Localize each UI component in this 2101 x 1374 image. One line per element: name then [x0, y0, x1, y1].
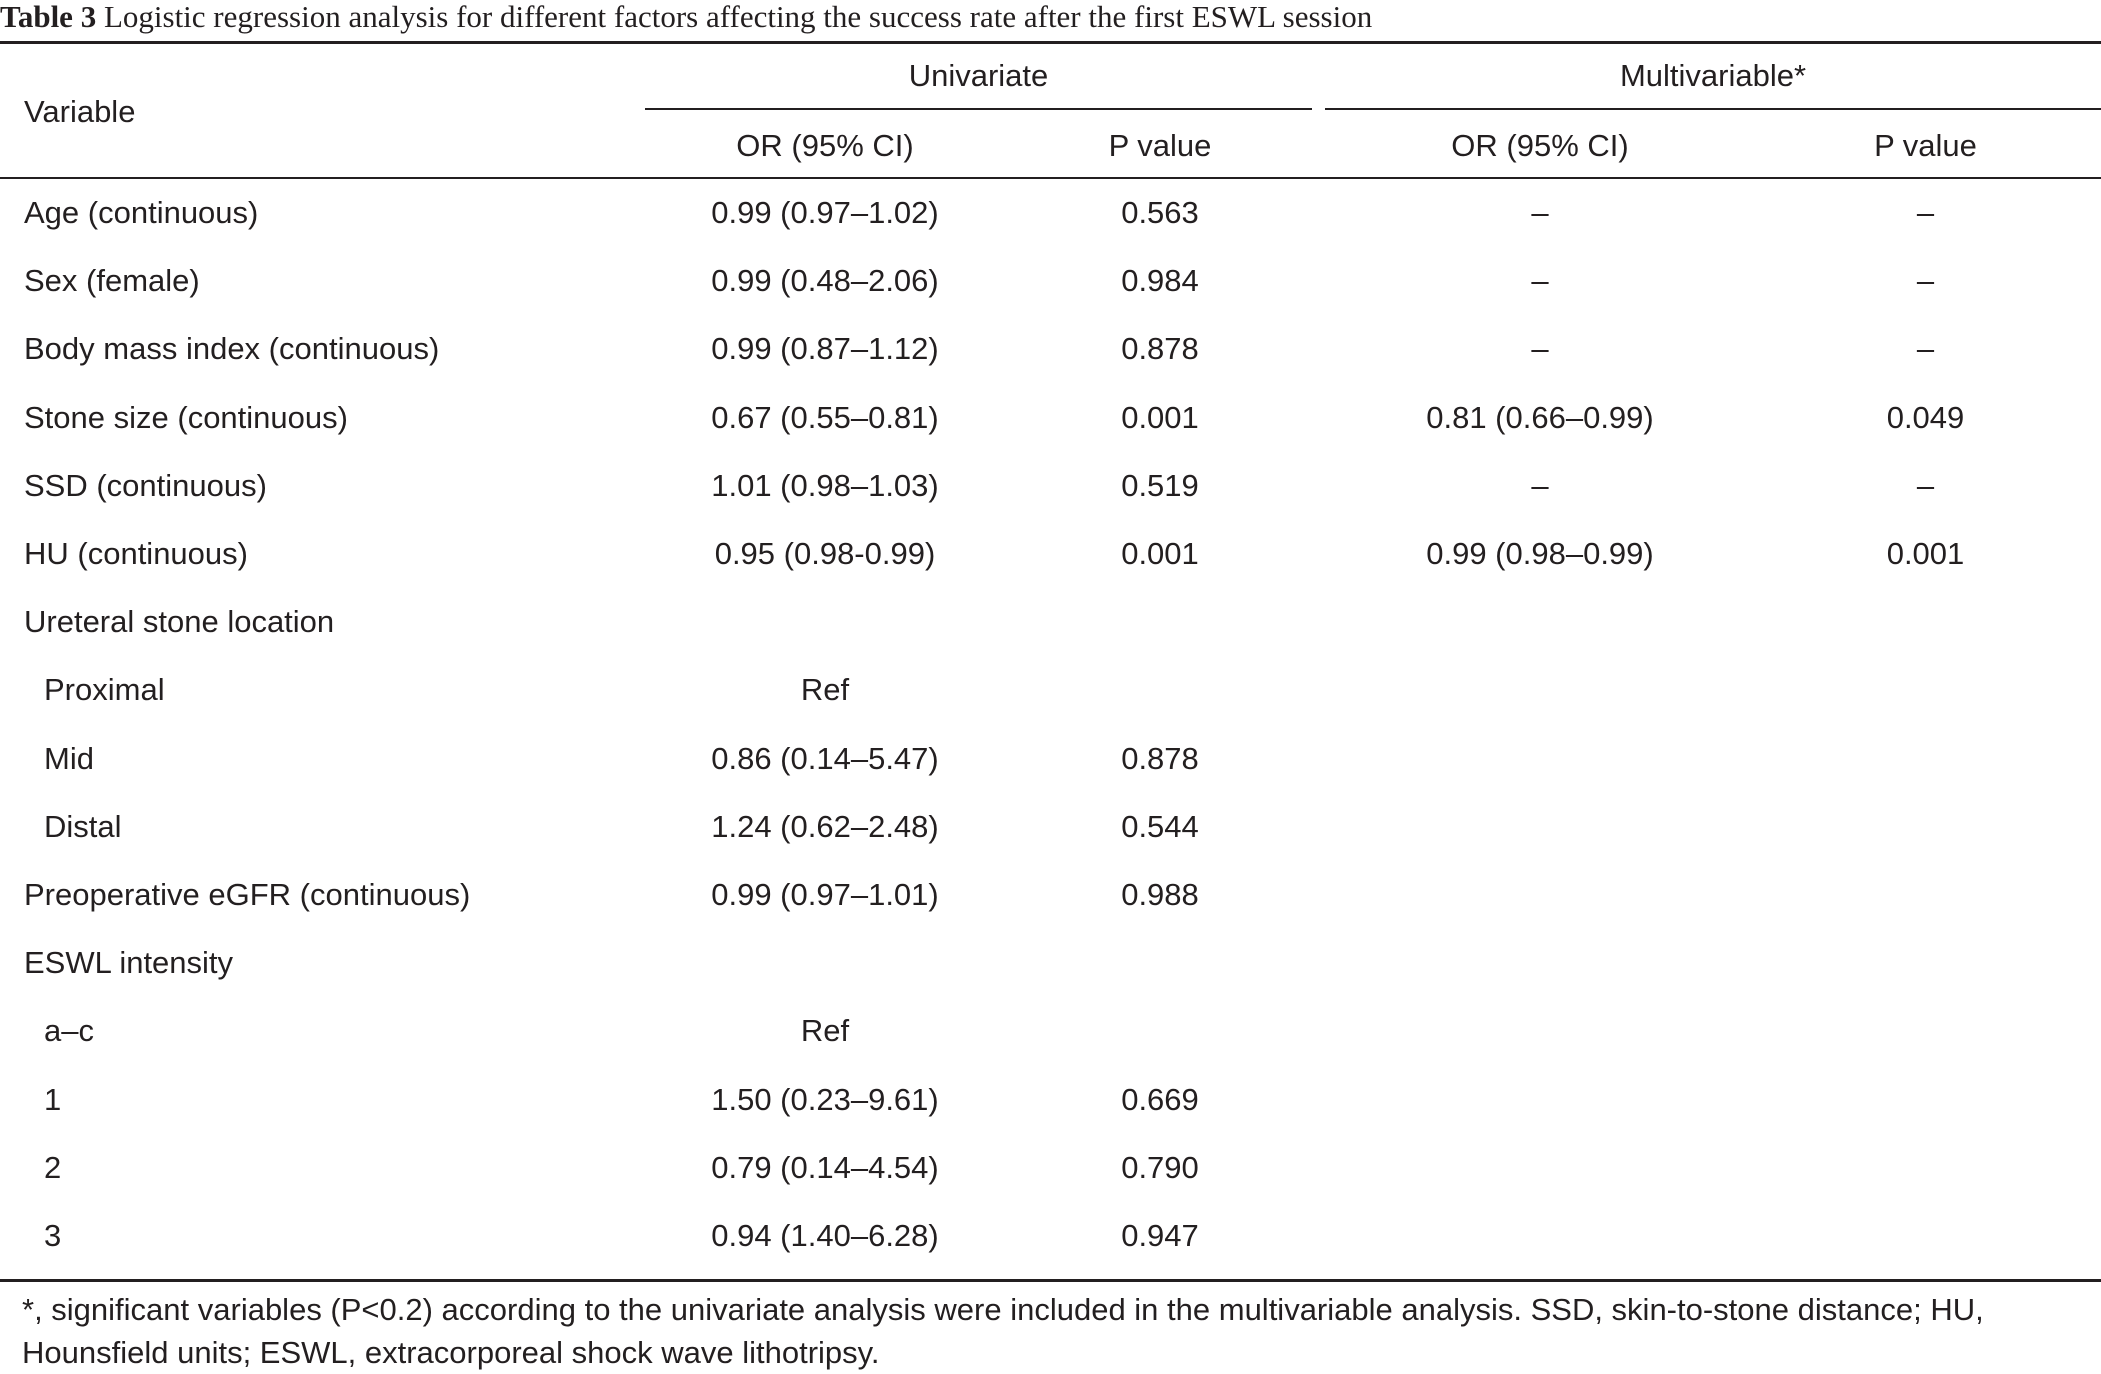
cell-uni-or: 0.94 (1.40–6.28) — [711, 1218, 939, 1253]
cell-variable: a–c — [44, 1013, 94, 1048]
table-top-rule — [0, 41, 2101, 44]
table-caption: Table 3 Logistic regression analysis for… — [0, 0, 1372, 40]
cell-uni-or: 1.50 (0.23–9.61) — [711, 1082, 939, 1117]
cell-multi-p: – — [1916, 468, 1935, 503]
cell-variable: 1 — [44, 1082, 62, 1117]
table-bottom-rule — [0, 1279, 2101, 1282]
cell-multi-p: – — [1916, 195, 1935, 230]
cell-uni-or: Ref — [800, 1013, 850, 1048]
cell-multi-p: 0.001 — [1886, 536, 1965, 571]
cell-uni-p: 0.001 — [1121, 400, 1199, 435]
cell-uni-or: 0.67 (0.55–0.81) — [711, 400, 939, 435]
cell-uni-or: 1.24 (0.62–2.48) — [711, 809, 939, 844]
multivariable-group-rule — [1325, 108, 2101, 110]
cell-uni-p: 0.563 — [1121, 195, 1199, 230]
cell-variable: Preoperative eGFR (continuous) — [24, 877, 471, 912]
cell-uni-or: Ref — [800, 672, 850, 707]
cell-variable: Ureteral stone location — [24, 604, 335, 639]
cell-variable: Stone size (continuous) — [24, 400, 348, 435]
cell-multi-or: 0.99 (0.98–0.99) — [1426, 536, 1654, 571]
cell-variable: 2 — [44, 1150, 62, 1185]
cell-uni-p: 0.988 — [1121, 877, 1199, 912]
cell-uni-p: 0.947 — [1121, 1218, 1199, 1253]
cell-uni-or: 0.99 (0.48–2.06) — [711, 263, 939, 298]
cell-variable: Mid — [44, 741, 94, 776]
cell-uni-p: 0.790 — [1121, 1150, 1199, 1185]
cell-multi-or: – — [1531, 468, 1549, 503]
cell-uni-or: 0.79 (0.14–4.54) — [711, 1150, 939, 1185]
cell-variable: 3 — [44, 1218, 62, 1253]
cell-multi-p: – — [1916, 331, 1935, 366]
cell-uni-p: 0.519 — [1121, 468, 1199, 503]
cell-multi-or: – — [1531, 263, 1549, 298]
cell-uni-or: 0.99 (0.87–1.12) — [711, 331, 939, 366]
cell-uni-or: 1.01 (0.98–1.03) — [711, 468, 939, 503]
header-bottom-rule — [0, 177, 2101, 179]
header-variable: Variable — [24, 94, 136, 129]
header-multivariable: Multivariable* — [1619, 58, 1807, 93]
cell-uni-p: 0.878 — [1121, 741, 1199, 776]
cell-variable: HU (continuous) — [24, 536, 248, 571]
header-uni-p: P value — [1108, 128, 1212, 163]
cell-uni-p: 0.544 — [1121, 809, 1199, 844]
cell-uni-or: 0.86 (0.14–5.47) — [711, 741, 939, 776]
table-caption-text: Logistic regression analysis for differe… — [103, 0, 1373, 34]
header-multi-p: P value — [1874, 128, 1977, 163]
cell-variable: Distal — [44, 809, 122, 844]
header-multi-or: OR (95% CI) — [1451, 128, 1629, 163]
cell-variable: Body mass index (continuous) — [24, 331, 440, 366]
cell-uni-or: 0.99 (0.97–1.01) — [711, 877, 939, 912]
header-uni-or: OR (95% CI) — [736, 128, 914, 163]
cell-multi-or: – — [1531, 331, 1549, 366]
cell-uni-or: 0.95 (0.98-0.99) — [714, 536, 936, 571]
cell-uni-p: 0.001 — [1121, 536, 1199, 571]
table-footnote: *, significant variables (P<0.2) accordi… — [22, 1292, 1984, 1370]
cell-uni-p: 0.878 — [1121, 331, 1199, 366]
cell-variable: ESWL intensity — [24, 945, 234, 980]
cell-uni-p: 0.984 — [1121, 263, 1199, 298]
cell-multi-or: – — [1531, 195, 1549, 230]
cell-variable: Sex (female) — [24, 263, 200, 298]
cell-variable: Proximal — [44, 672, 165, 707]
cell-multi-or: 0.81 (0.66–0.99) — [1426, 400, 1654, 435]
cell-variable: SSD (continuous) — [24, 468, 267, 503]
cell-uni-p: 0.669 — [1121, 1082, 1199, 1117]
table-caption-label: Table 3 — [0, 0, 97, 34]
univariate-group-rule — [645, 108, 1312, 110]
cell-variable: Age (continuous) — [24, 195, 259, 230]
cell-multi-p: 0.049 — [1886, 400, 1965, 435]
header-univariate: Univariate — [908, 58, 1049, 93]
cell-multi-p: – — [1916, 263, 1935, 298]
cell-uni-or: 0.99 (0.97–1.02) — [711, 195, 939, 230]
